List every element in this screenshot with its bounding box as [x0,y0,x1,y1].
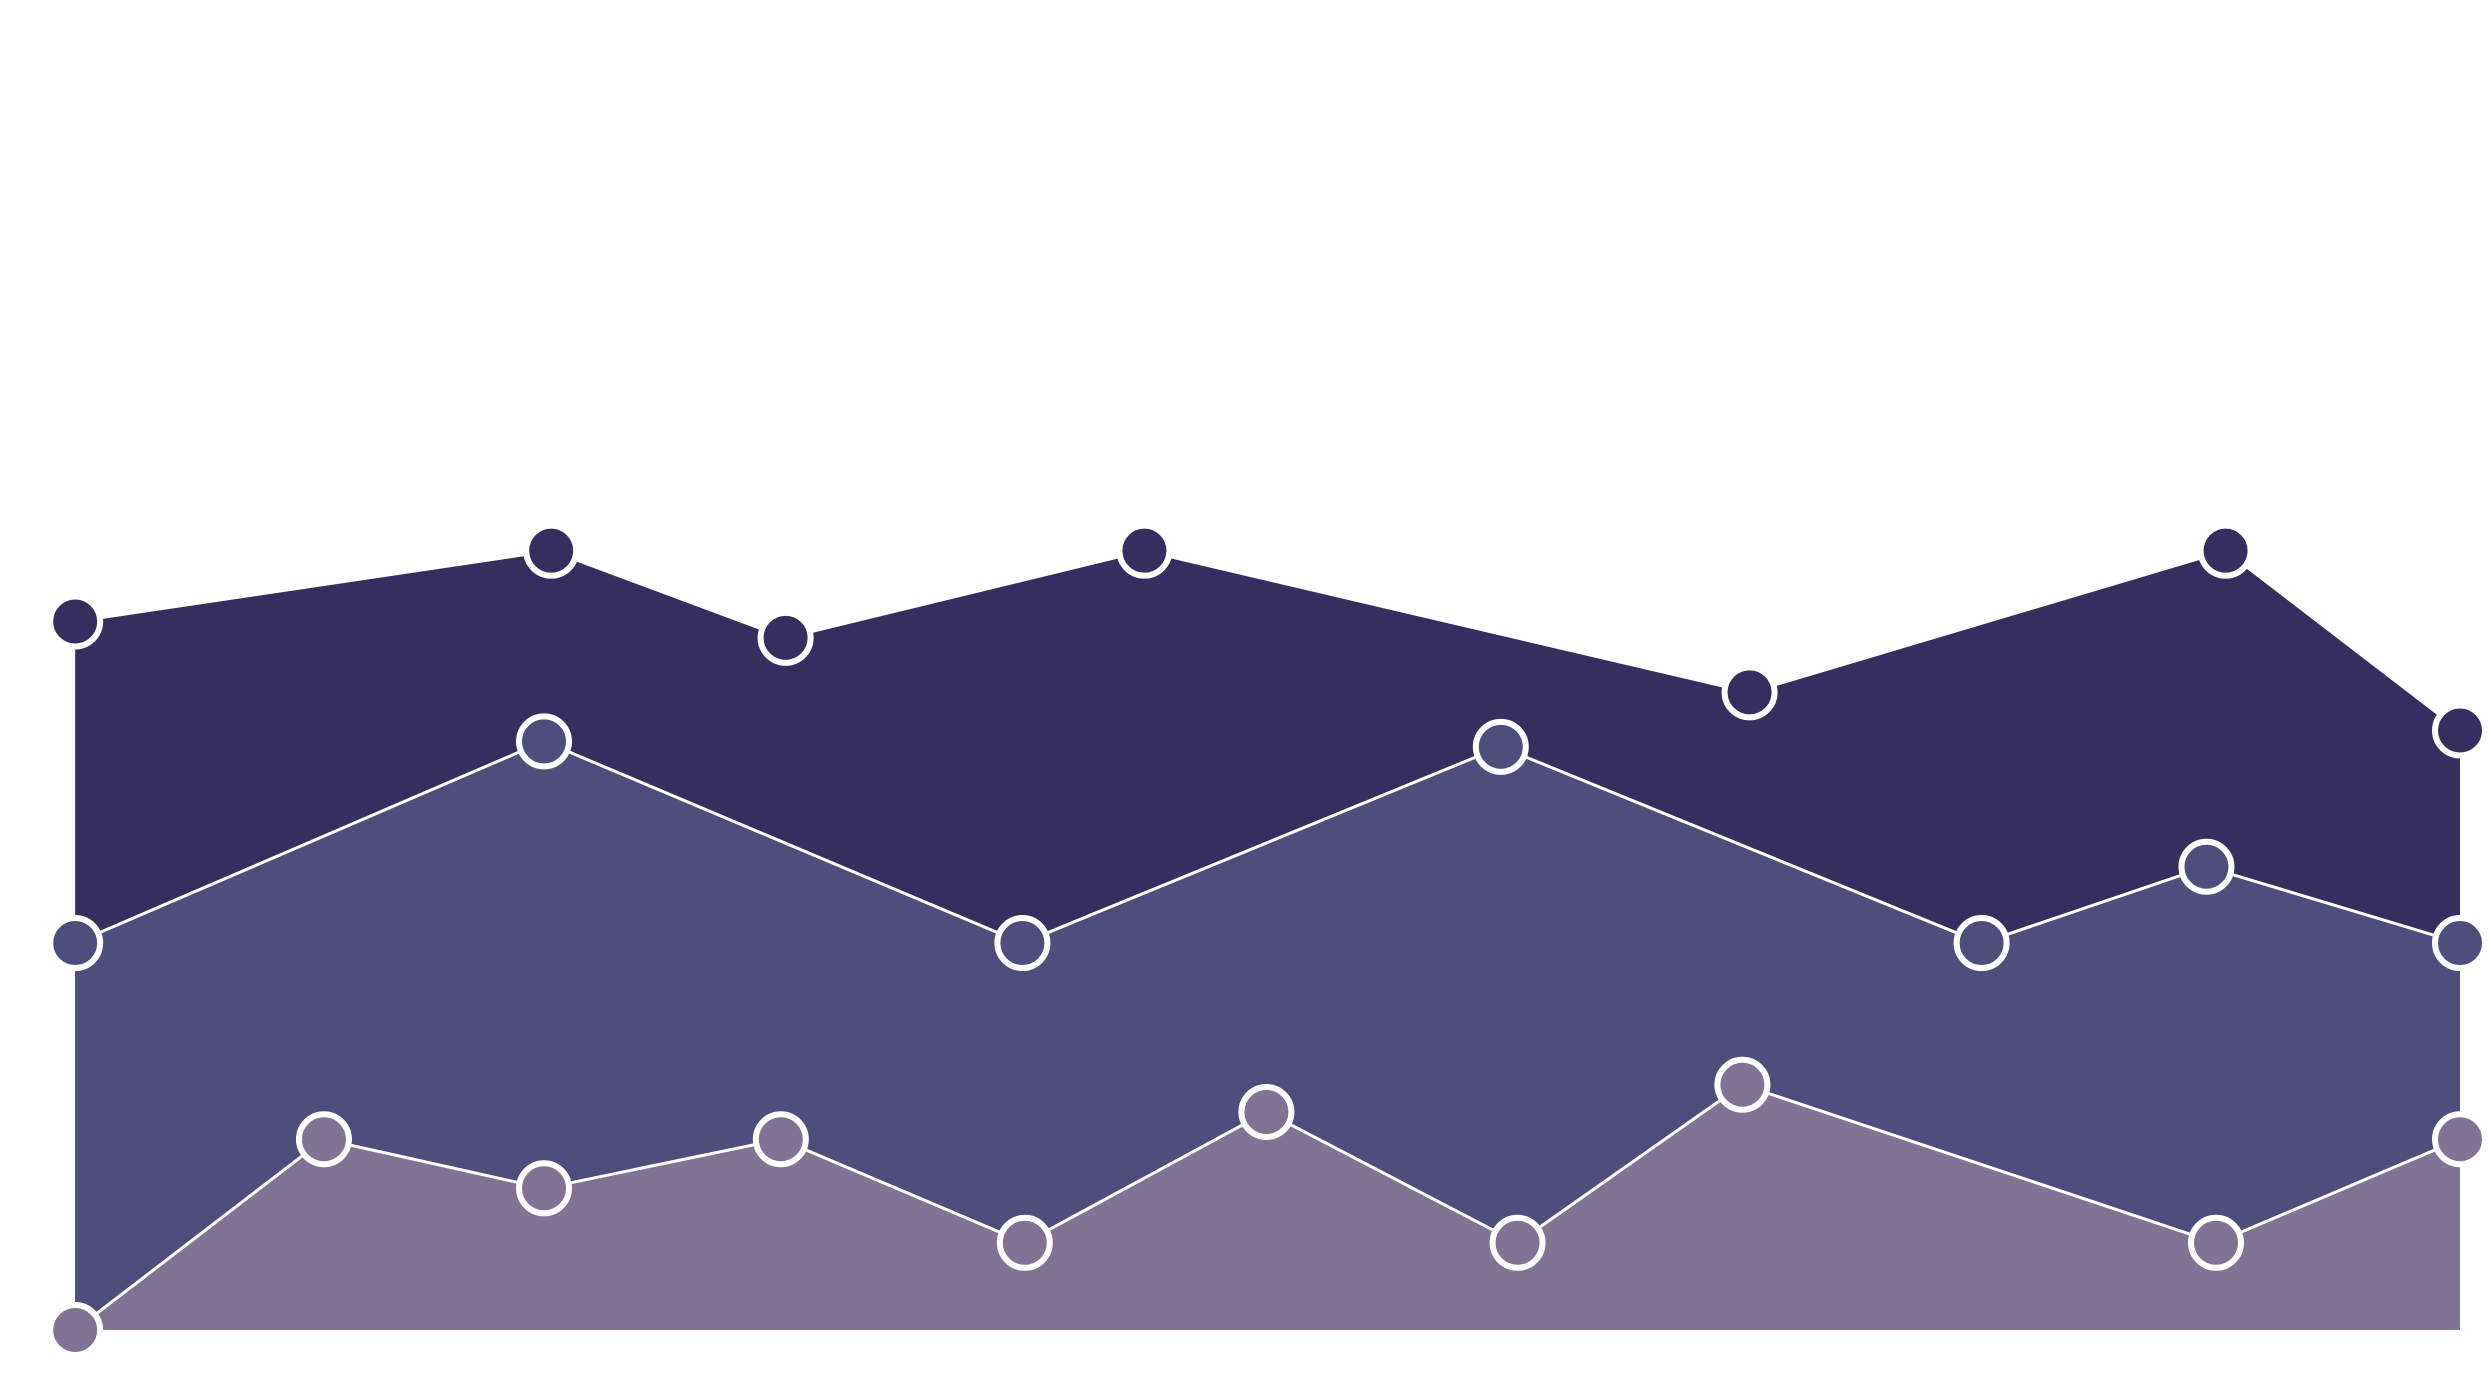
series-1-point-2[interactable] [523,522,580,579]
series-2-point-4[interactable] [1472,718,1529,775]
series-2-point-3[interactable] [994,915,1051,972]
series-1-point-3[interactable] [757,609,814,666]
series-2-point-5[interactable] [1953,915,2010,972]
series-2-point-7[interactable] [2432,915,2488,972]
series-2-point-1[interactable] [47,915,104,972]
series-1-point-5[interactable] [1721,664,1778,721]
series-1-point-1[interactable] [47,593,104,650]
series-3-point-2[interactable] [295,1111,352,1168]
series-3-point-5[interactable] [996,1214,1053,1271]
series-1-point-7[interactable] [2432,702,2488,759]
series-3-point-6[interactable] [1238,1084,1295,1140]
series-3-point-9[interactable] [2188,1214,2245,1271]
series-areas [74,549,2461,1332]
series-3-area [75,1084,2460,1330]
series-3-point-7[interactable] [1489,1214,1546,1271]
series-markers [47,522,2488,1358]
series-3-point-8[interactable] [1714,1056,1771,1113]
series-2-point-2[interactable] [516,713,573,770]
series-3-line [74,1083,2461,1332]
series-2-point-6[interactable] [2178,838,2235,895]
series-3-point-10[interactable] [2432,1111,2488,1168]
series-3-point-4[interactable] [752,1111,809,1168]
series-3-point-3[interactable] [516,1160,573,1217]
series-1-point-6[interactable] [2197,522,2254,579]
series-3-point-1[interactable] [47,1302,104,1358]
series-1-point-4[interactable] [1116,522,1173,579]
